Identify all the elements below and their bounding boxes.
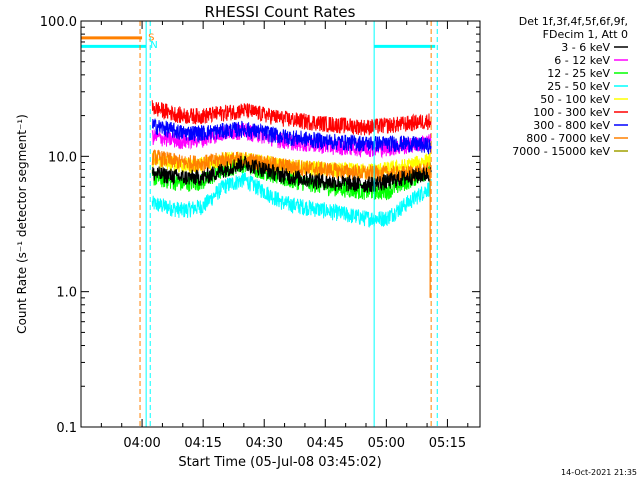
legend-label: 800 - 7000 keV: [526, 132, 610, 145]
legend-label: 7000 - 15000 keV: [512, 145, 610, 158]
y-tick-label: 1.0: [56, 286, 77, 301]
annotation-marker-n: N: [150, 40, 157, 51]
axis-ticks: 04:00 04:15 04:30 04:45 05:00 05:15 0.1 1.0 10.0…: [40, 15, 480, 451]
chart-title: RHESSI Count Rates: [205, 3, 356, 21]
y-tick-label: 100.0: [40, 15, 77, 30]
series-5-trace: [151, 100, 432, 136]
data-traces: [151, 100, 432, 228]
x-tick-label: 04:00: [123, 436, 160, 451]
legend-label: 6 - 12 keV: [554, 54, 610, 67]
render-timestamp: 14-Oct-2021 21:35: [561, 468, 637, 477]
y-tick-label: 0.1: [56, 421, 77, 436]
series-0-trace: [151, 155, 432, 193]
legend-header-line1: Det 1f,3f,4f,5f,6f,9f,: [519, 15, 628, 28]
x-tick-label: 05:15: [429, 436, 466, 451]
legend-label: 100 - 300 keV: [533, 106, 610, 119]
y-axis-label: Count Rate (s⁻¹ detector segment⁻¹): [15, 114, 29, 334]
legend-label: 25 - 50 keV: [547, 80, 610, 93]
y-tick-label: 10.0: [48, 150, 77, 165]
legend-label: 50 - 100 keV: [540, 93, 610, 106]
x-tick-label: 04:30: [245, 436, 282, 451]
x-tick-label: 05:00: [368, 436, 405, 451]
legend-label: 12 - 25 keV: [547, 67, 610, 80]
series-7-trace: [151, 149, 432, 183]
annotation-marker-s: S: [148, 32, 154, 43]
legend-header-line2: FDecim 1, Att 0: [543, 28, 628, 41]
plot-frame: [80, 20, 481, 428]
x-tick-label: 04:45: [307, 436, 344, 451]
legend-label: 3 - 6 keV: [561, 41, 610, 54]
series-4-trace: [151, 151, 432, 180]
series-3-trace: [151, 171, 432, 228]
x-axis-label: Start Time (05-Jul-08 03:45:02): [178, 455, 381, 470]
legend: Det 1f,3f,4f,5f,6f,9f, FDecim 1, Att 0 3…: [512, 15, 628, 158]
x-tick-label: 04:15: [184, 436, 221, 451]
series-6-trace: [151, 118, 432, 155]
legend-label: 300 - 800 keV: [533, 119, 610, 132]
